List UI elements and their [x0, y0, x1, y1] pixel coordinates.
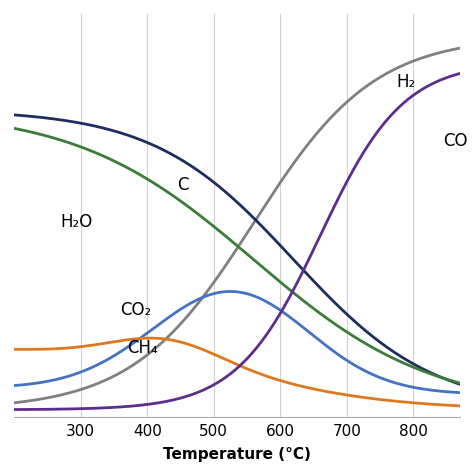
- Text: CH₄: CH₄: [128, 339, 158, 357]
- Text: C: C: [177, 176, 189, 194]
- Text: H₂: H₂: [397, 73, 416, 91]
- Text: CO₂: CO₂: [120, 301, 152, 319]
- Text: H₂O: H₂O: [61, 213, 93, 231]
- Text: CO: CO: [443, 132, 468, 150]
- X-axis label: Temperature (°C): Temperature (°C): [163, 447, 311, 463]
